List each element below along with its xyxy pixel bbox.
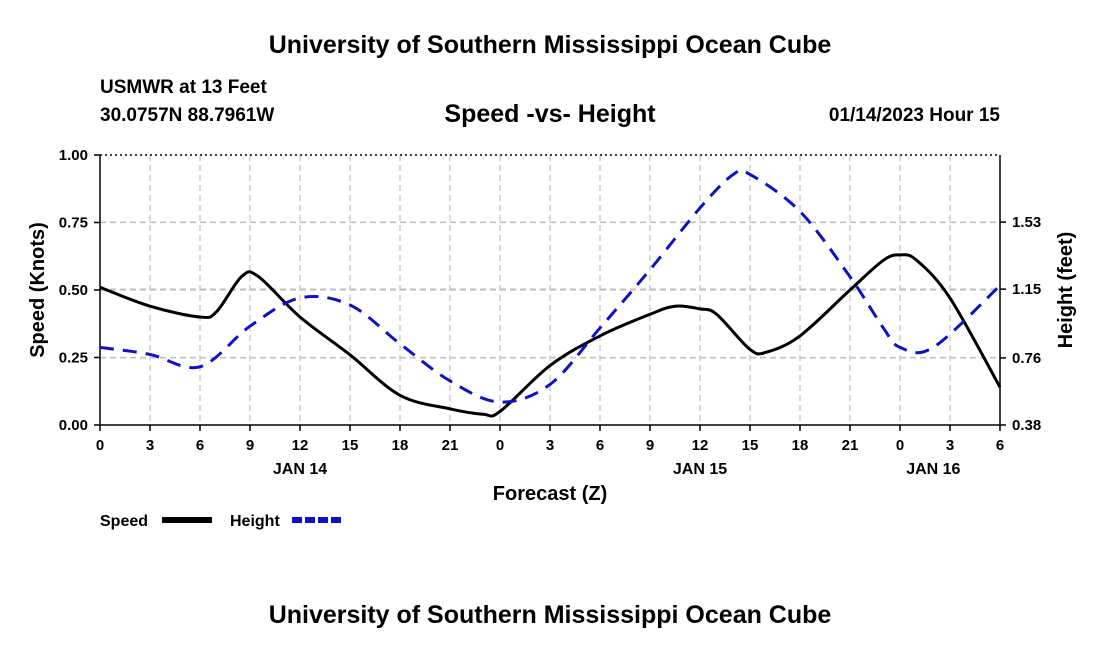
x-tick-label: 21 — [442, 437, 459, 454]
x-tick-label: 3 — [146, 437, 154, 454]
x-tick-label: 15 — [742, 437, 759, 454]
y-tick-label: 0.25 — [59, 350, 88, 367]
x-tick-label: 3 — [546, 437, 554, 454]
y-tick-label: 0.50 — [59, 282, 88, 299]
y-tick-label: 1.00 — [59, 147, 88, 164]
x-tick-label: 6 — [996, 437, 1004, 454]
x-tick-label: 12 — [292, 437, 309, 454]
x-axis-label: Forecast (Z) — [493, 483, 607, 505]
series-line-speed — [99, 253, 1002, 418]
chart-title-bottom: University of Southern Mississippi Ocean… — [268, 601, 832, 629]
x-tick-label: 6 — [596, 437, 604, 454]
chart-subtitle: Speed -vs- Height — [444, 100, 656, 128]
y-tick-label: 0.00 — [59, 417, 88, 434]
forecast-timestamp: 01/14/2023 Hour 15 — [828, 105, 1000, 126]
x-tick-label: 9 — [646, 437, 654, 454]
x-tick-label: 15 — [342, 437, 359, 454]
y-axis-label: Speed (Knots) — [27, 222, 49, 358]
station-coords: 30.0757N 88.7961W — [100, 105, 275, 126]
x-tick-label: 21 — [842, 437, 859, 454]
y2-tick-label: 1.15 — [1012, 281, 1041, 298]
x-day-label: JAN 14 — [273, 461, 327, 478]
y2-tick-label: 0.76 — [1012, 350, 1041, 367]
series-line-height — [99, 168, 1002, 404]
chart-title-top: University of Southern Mississippi Ocean… — [268, 31, 832, 59]
x-tick-label: 6 — [196, 437, 204, 454]
y2-tick-label: 0.38 — [1012, 417, 1041, 434]
y-tick-label: 0.75 — [59, 215, 88, 232]
x-tick-label: 0 — [496, 437, 504, 454]
y2-axis-label: Height (feet) — [1055, 232, 1077, 349]
y2-tick-label: 1.53 — [1012, 214, 1041, 231]
x-day-label: JAN 15 — [673, 461, 727, 478]
legend-label-height: Height — [230, 513, 280, 530]
x-tick-label: 0 — [896, 437, 904, 454]
x-tick-label: 18 — [792, 437, 809, 454]
x-tick-label: 0 — [96, 437, 104, 454]
x-tick-label: 18 — [392, 437, 409, 454]
station-label: USMWR at 13 Feet — [100, 77, 267, 98]
x-tick-label: 9 — [246, 437, 254, 454]
legend-label-speed: Speed — [100, 513, 148, 530]
x-tick-label: 3 — [946, 437, 954, 454]
x-tick-label: 12 — [692, 437, 709, 454]
x-day-label: JAN 16 — [906, 461, 960, 478]
